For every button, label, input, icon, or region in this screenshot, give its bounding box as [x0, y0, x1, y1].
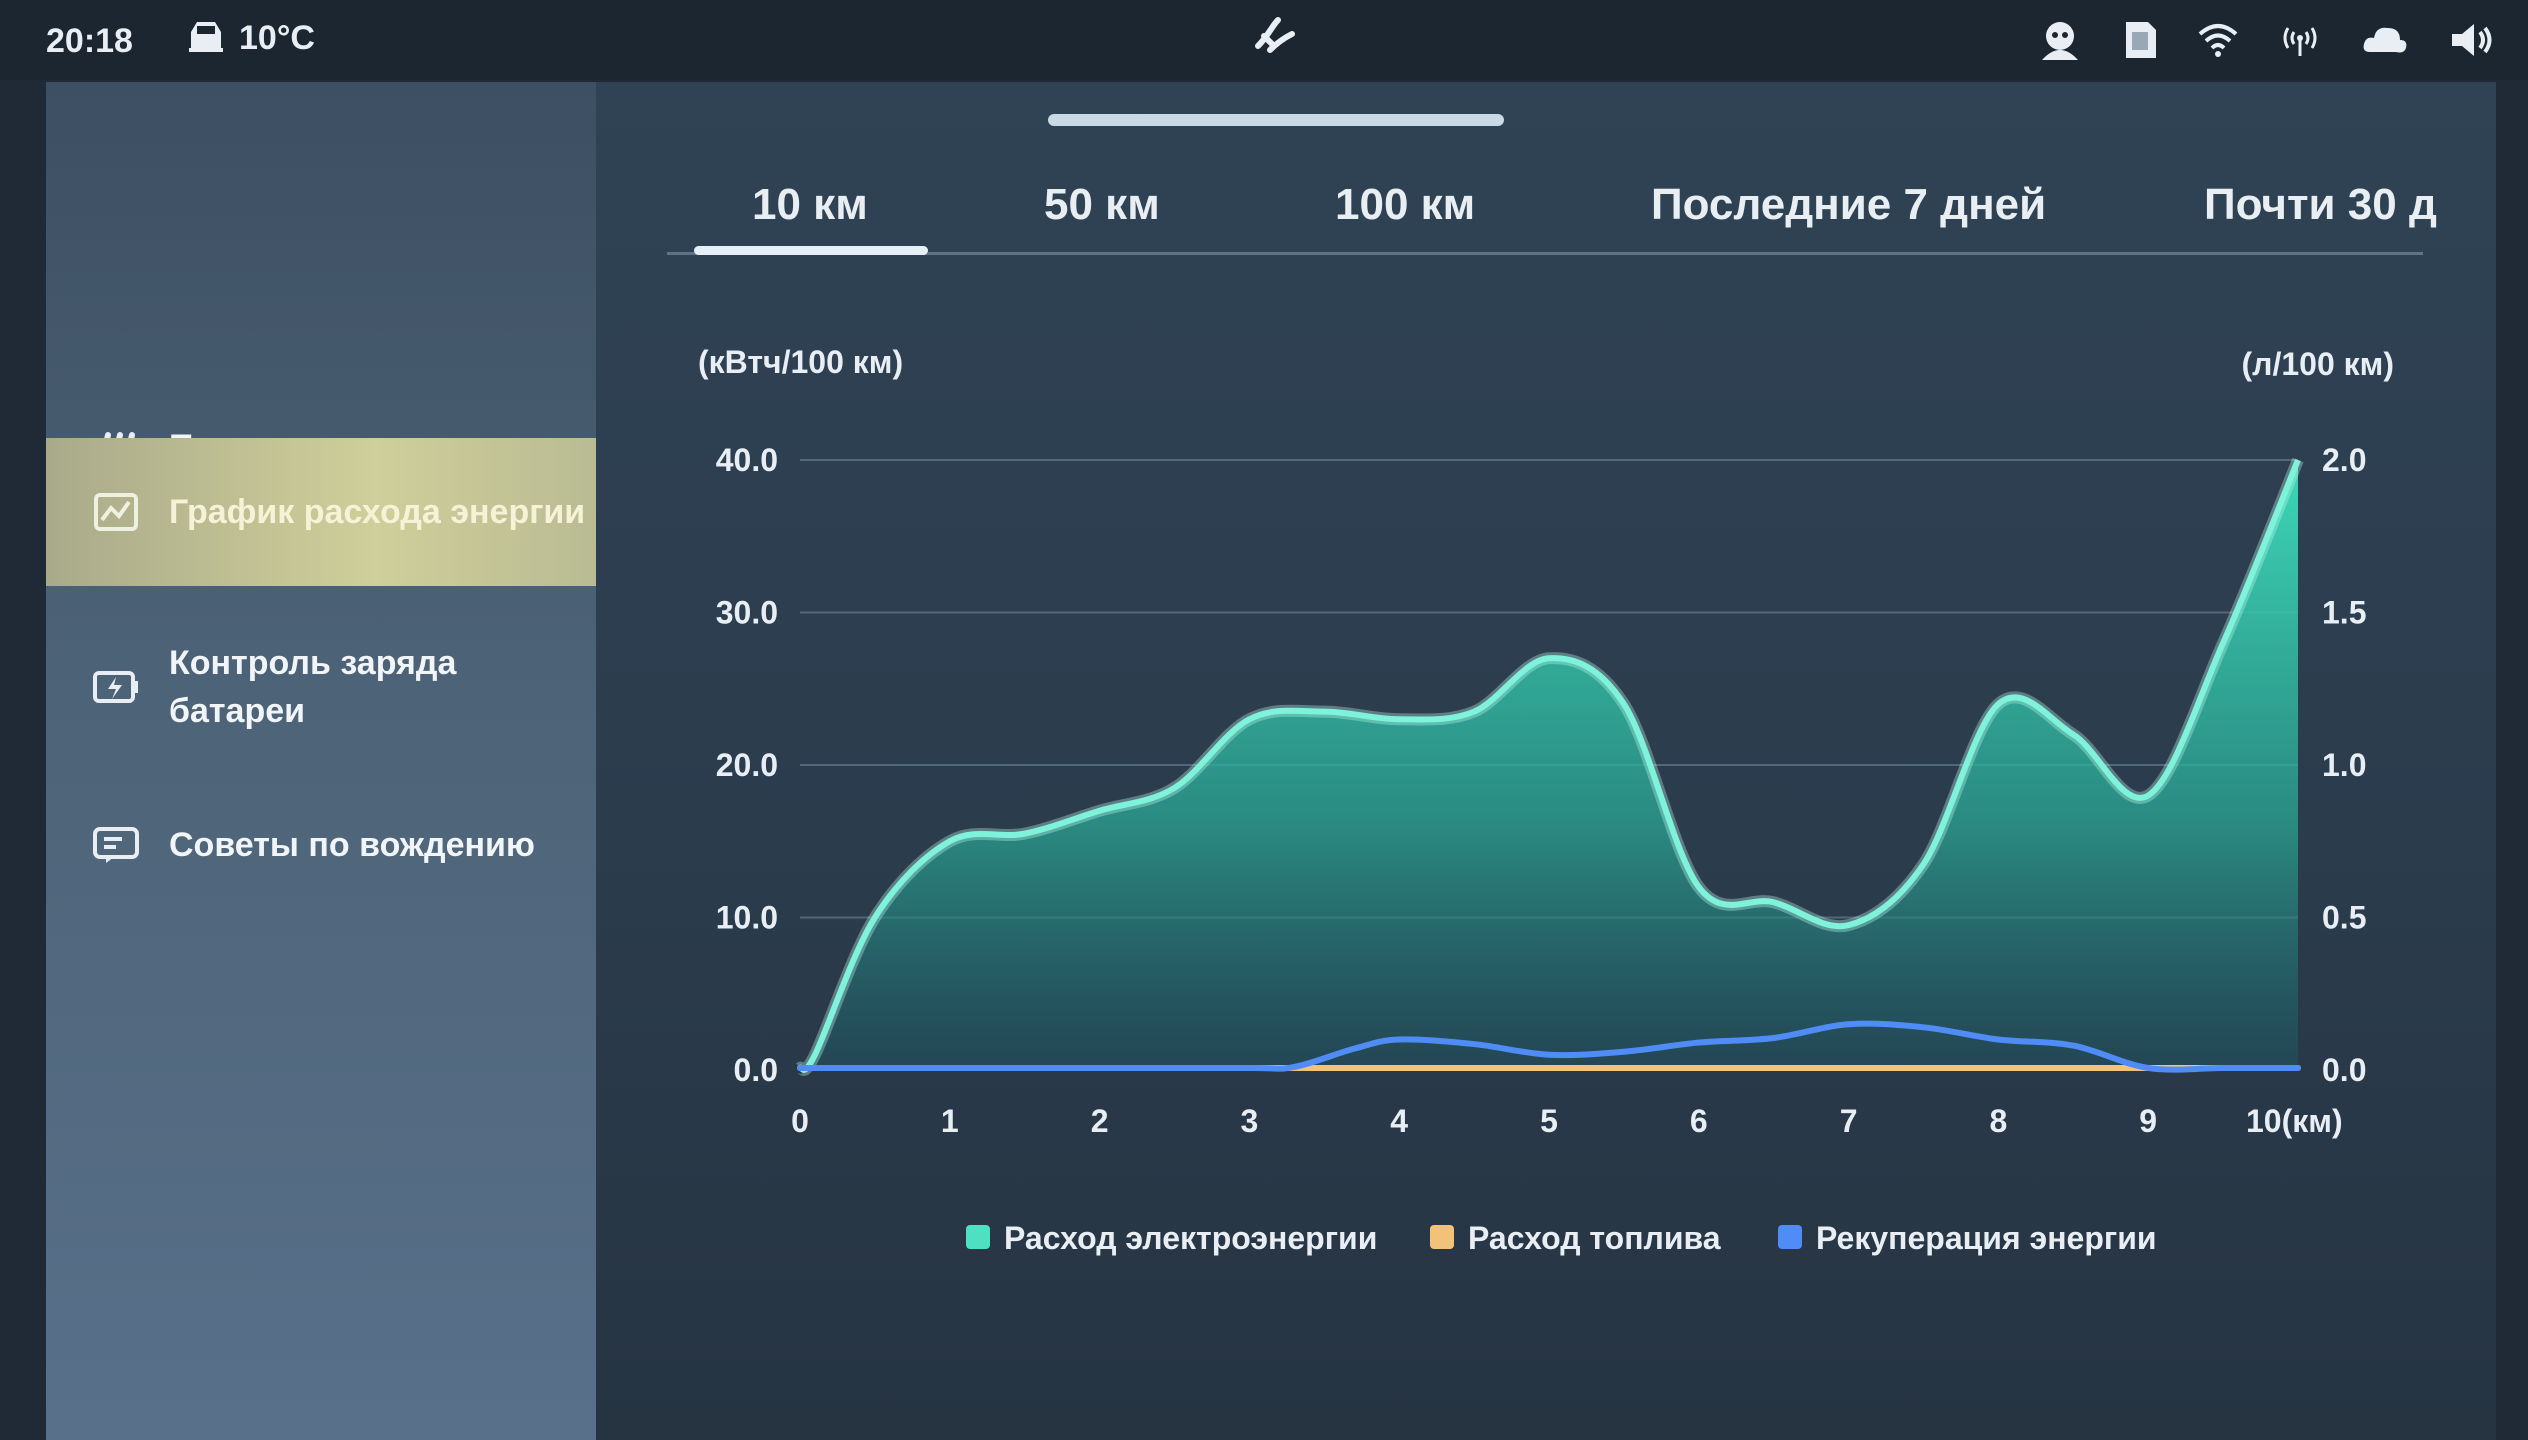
y-tick-right: 0.5 [2322, 900, 2366, 936]
driving-tips-icon [90, 819, 142, 871]
x-tick: 7 [1840, 1103, 1858, 1139]
x-tick: 8 [1990, 1103, 2008, 1139]
series-regen-line [797, 1020, 2301, 1073]
cloud-icon[interactable] [2360, 20, 2410, 60]
x-tick: 0 [791, 1103, 809, 1139]
clock: 20:18 [46, 22, 133, 60]
y-tick-left: 10.0 [716, 900, 778, 936]
x-tick: 10(км) [2246, 1103, 2343, 1139]
y-tick-left: 30.0 [716, 595, 778, 631]
drag-handle[interactable] [1048, 114, 1504, 126]
weather: 10°C [185, 18, 315, 58]
sidebar-item-label: Контроль заряда батареи [169, 644, 457, 730]
legend-swatch-series-electric [966, 1225, 990, 1249]
tab-last-30-days[interactable]: Почти 30 д [2204, 180, 2437, 229]
fan-icon[interactable] [1250, 16, 1298, 65]
battery-charge-icon [90, 661, 142, 713]
y-tick-left: 40.0 [716, 442, 778, 478]
y-tick-left: 0.0 [734, 1052, 778, 1088]
x-tick: 5 [1540, 1103, 1558, 1139]
phone-card-icon[interactable] [2122, 18, 2158, 62]
y-tick-left: 20.0 [716, 747, 778, 783]
speaker-icon[interactable] [2448, 20, 2498, 60]
y-tick-right: 1.0 [2322, 747, 2366, 783]
right-axis-unit: (л/100 км) [2242, 346, 2395, 382]
tabs-divider [667, 252, 2423, 255]
wifi-icon[interactable] [2196, 20, 2240, 60]
chart-icon [90, 486, 142, 538]
hotspot-icon[interactable] [2278, 20, 2322, 60]
tab-50km[interactable]: 50 км [1044, 180, 1160, 229]
x-tick: 2 [1091, 1103, 1109, 1139]
range-tabs: 10 км 50 км 100 км Последние 7 дней Почт… [667, 180, 2437, 256]
tab-last-7-days[interactable]: Последние 7 дней [1651, 180, 2047, 229]
series-electric-line [797, 458, 2301, 1073]
y-tick-right: 1.5 [2322, 595, 2366, 631]
chart-legend: Расход электроэнергии Расход топлива Рекуп… [966, 1220, 2157, 1256]
sidebar-item-energy-chart[interactable]: График расхода энергии [46, 438, 596, 586]
legend-label: Рекуперация энергии [1816, 1220, 2157, 1256]
sidebar-item-label: Советы по вождению [169, 826, 535, 864]
series-electric-area [800, 460, 2298, 1070]
temperature: 10°C [239, 18, 315, 57]
sidebar-item-driving-tips[interactable]: Советы по вождению [46, 790, 596, 900]
legend-swatch-series-regen [1778, 1225, 1802, 1249]
x-tick: 4 [1390, 1103, 1408, 1139]
x-tick: 6 [1690, 1103, 1708, 1139]
legend-label: Расход электроэнергии [1004, 1220, 1377, 1256]
y-tick-right: 2.0 [2322, 442, 2366, 478]
x-tick: 9 [2139, 1103, 2157, 1139]
legend-label: Расход топлива [1468, 1220, 1721, 1256]
tab-100km[interactable]: 100 км [1335, 180, 1476, 229]
car-icon [189, 22, 223, 52]
sidebar-item-battery-charge[interactable]: Контроль заряда батареи [46, 612, 596, 762]
y-tick-right: 0.0 [2322, 1052, 2366, 1088]
tab-10km[interactable]: 10 км [752, 180, 868, 229]
x-tick: 1 [941, 1103, 959, 1139]
sidebar: Поток энергии График расхода энергии Кон… [46, 82, 596, 1440]
status-bar: 20:18 10°C [0, 0, 2528, 80]
sidebar-item-label: График расхода энергии [169, 493, 586, 531]
assistant-icon[interactable] [2036, 18, 2084, 62]
left-axis-unit: (кВтч/100 км) [698, 344, 903, 380]
legend-swatch-series-fuel [1430, 1225, 1454, 1249]
active-tab-indicator [694, 246, 928, 255]
x-tick: 3 [1241, 1103, 1259, 1139]
